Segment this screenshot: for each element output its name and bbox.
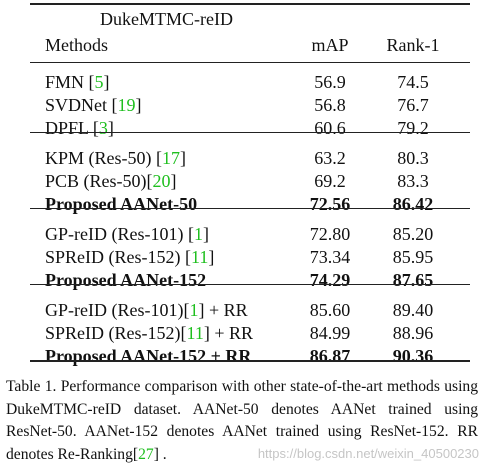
method-name: GP-reID (Res-101)[ bbox=[45, 300, 190, 320]
method-cell: PCB (Res-50)[20] bbox=[45, 170, 177, 192]
citation[interactable]: 1 bbox=[189, 300, 199, 320]
rank1-cell: 83.3 bbox=[397, 171, 429, 191]
method-suffix: ] bbox=[180, 148, 186, 168]
method-name: KPM (Res-50) [ bbox=[45, 148, 162, 168]
method-cell: Proposed AANet-152 + RR bbox=[45, 345, 251, 367]
citation[interactable]: 11 bbox=[191, 247, 209, 267]
rank1-cell: 86.42 bbox=[392, 194, 434, 214]
method-name: SPReID (Res-152) [ bbox=[45, 247, 191, 267]
method-suffix: ] + RR bbox=[198, 300, 248, 320]
citation[interactable]: 17 bbox=[162, 148, 180, 168]
map-cell: 73.34 bbox=[309, 247, 351, 267]
rank1-cell: 74.5 bbox=[397, 72, 429, 92]
method-cell: Proposed AANet-152 bbox=[45, 269, 206, 291]
method-suffix: ] bbox=[208, 247, 215, 267]
rank1-cell: 88.96 bbox=[392, 323, 434, 343]
method-name: PCB (Res-50)[ bbox=[45, 171, 153, 191]
rank1-cell: 80.3 bbox=[397, 148, 429, 168]
table-caption: Table 1. Performance comparison with oth… bbox=[6, 376, 478, 466]
method-suffix: ] bbox=[107, 118, 114, 138]
rank1-cell: 90.36 bbox=[392, 346, 434, 366]
map-cell: 56.8 bbox=[314, 95, 346, 115]
method-suffix: ] + RR bbox=[203, 323, 254, 343]
method-suffix: ] bbox=[103, 72, 110, 92]
method-name: Proposed AANet-152 bbox=[45, 270, 207, 290]
method-suffix: ] bbox=[170, 171, 177, 191]
method-name: DPFL [ bbox=[45, 118, 99, 138]
table-rule bbox=[30, 284, 470, 285]
column-header: Methods bbox=[45, 35, 108, 55]
citation[interactable]: 3 bbox=[98, 118, 108, 138]
table-rule bbox=[30, 3, 470, 5]
map-cell: 63.2 bbox=[314, 148, 346, 168]
method-name: SVDNet [ bbox=[45, 95, 118, 115]
citation[interactable]: 19 bbox=[117, 95, 136, 115]
rank1-cell: 76.7 bbox=[397, 95, 429, 115]
map-cell: 56.9 bbox=[314, 72, 346, 92]
method-cell: Proposed AANet-50 bbox=[45, 193, 197, 215]
rank1-cell: 79.2 bbox=[397, 118, 429, 138]
method-cell: DPFL [3] bbox=[45, 117, 114, 139]
method-cell: GP-reID (Res-101)[1] + RR bbox=[45, 299, 248, 321]
method-name: Proposed AANet-152 + RR bbox=[45, 346, 252, 366]
citation[interactable]: 27 bbox=[138, 445, 154, 463]
method-cell: SPReID (Res-152)[11] + RR bbox=[45, 322, 253, 344]
method-name: FMN [ bbox=[45, 72, 95, 92]
citation[interactable]: 20 bbox=[152, 171, 171, 191]
method-name: GP-reID (Res-101) [ bbox=[45, 224, 194, 244]
method-suffix: ] bbox=[135, 95, 142, 115]
method-cell: SVDNet [19] bbox=[45, 94, 142, 116]
dataset-header: DukeMTMC-reID bbox=[100, 9, 233, 29]
method-name: SPReID (Res-152)[ bbox=[45, 323, 187, 343]
method-name: Proposed AANet-50 bbox=[45, 194, 198, 214]
map-cell: 69.2 bbox=[314, 171, 346, 191]
citation[interactable]: 5 bbox=[94, 72, 104, 92]
table-rule bbox=[30, 132, 470, 133]
column-header: mAP bbox=[311, 35, 349, 55]
column-header: Rank-1 bbox=[386, 35, 440, 55]
rank1-cell: 85.95 bbox=[392, 247, 434, 267]
citation[interactable]: 1 bbox=[193, 224, 203, 244]
rank1-cell: 89.40 bbox=[392, 300, 434, 320]
method-cell: KPM (Res-50) [17] bbox=[45, 147, 186, 169]
citation[interactable]: 11 bbox=[186, 323, 204, 343]
caption-text: Table 1. Performance comparison with oth… bbox=[6, 378, 478, 463]
map-cell: 85.60 bbox=[309, 300, 351, 320]
map-cell: 72.80 bbox=[309, 224, 351, 244]
method-cell: GP-reID (Res-101) [1] bbox=[45, 223, 209, 245]
table-rule bbox=[30, 208, 470, 209]
watermark: https://blog.csdn.net/weixin_40500230 bbox=[257, 446, 479, 461]
map-cell: 72.56 bbox=[309, 194, 351, 214]
map-cell: 74.29 bbox=[309, 270, 351, 290]
method-suffix: ] bbox=[202, 224, 209, 244]
rank1-cell: 85.20 bbox=[392, 224, 434, 244]
rank1-cell: 87.65 bbox=[392, 270, 434, 290]
method-cell: FMN [5] bbox=[45, 71, 110, 93]
map-cell: 84.99 bbox=[309, 323, 351, 343]
caption-text: ] . bbox=[153, 445, 167, 463]
table-rule bbox=[30, 360, 470, 362]
table-rule bbox=[30, 62, 470, 64]
map-cell: 86.87 bbox=[309, 346, 351, 366]
method-cell: SPReID (Res-152) [11] bbox=[45, 246, 214, 268]
map-cell: 60.6 bbox=[314, 118, 346, 138]
